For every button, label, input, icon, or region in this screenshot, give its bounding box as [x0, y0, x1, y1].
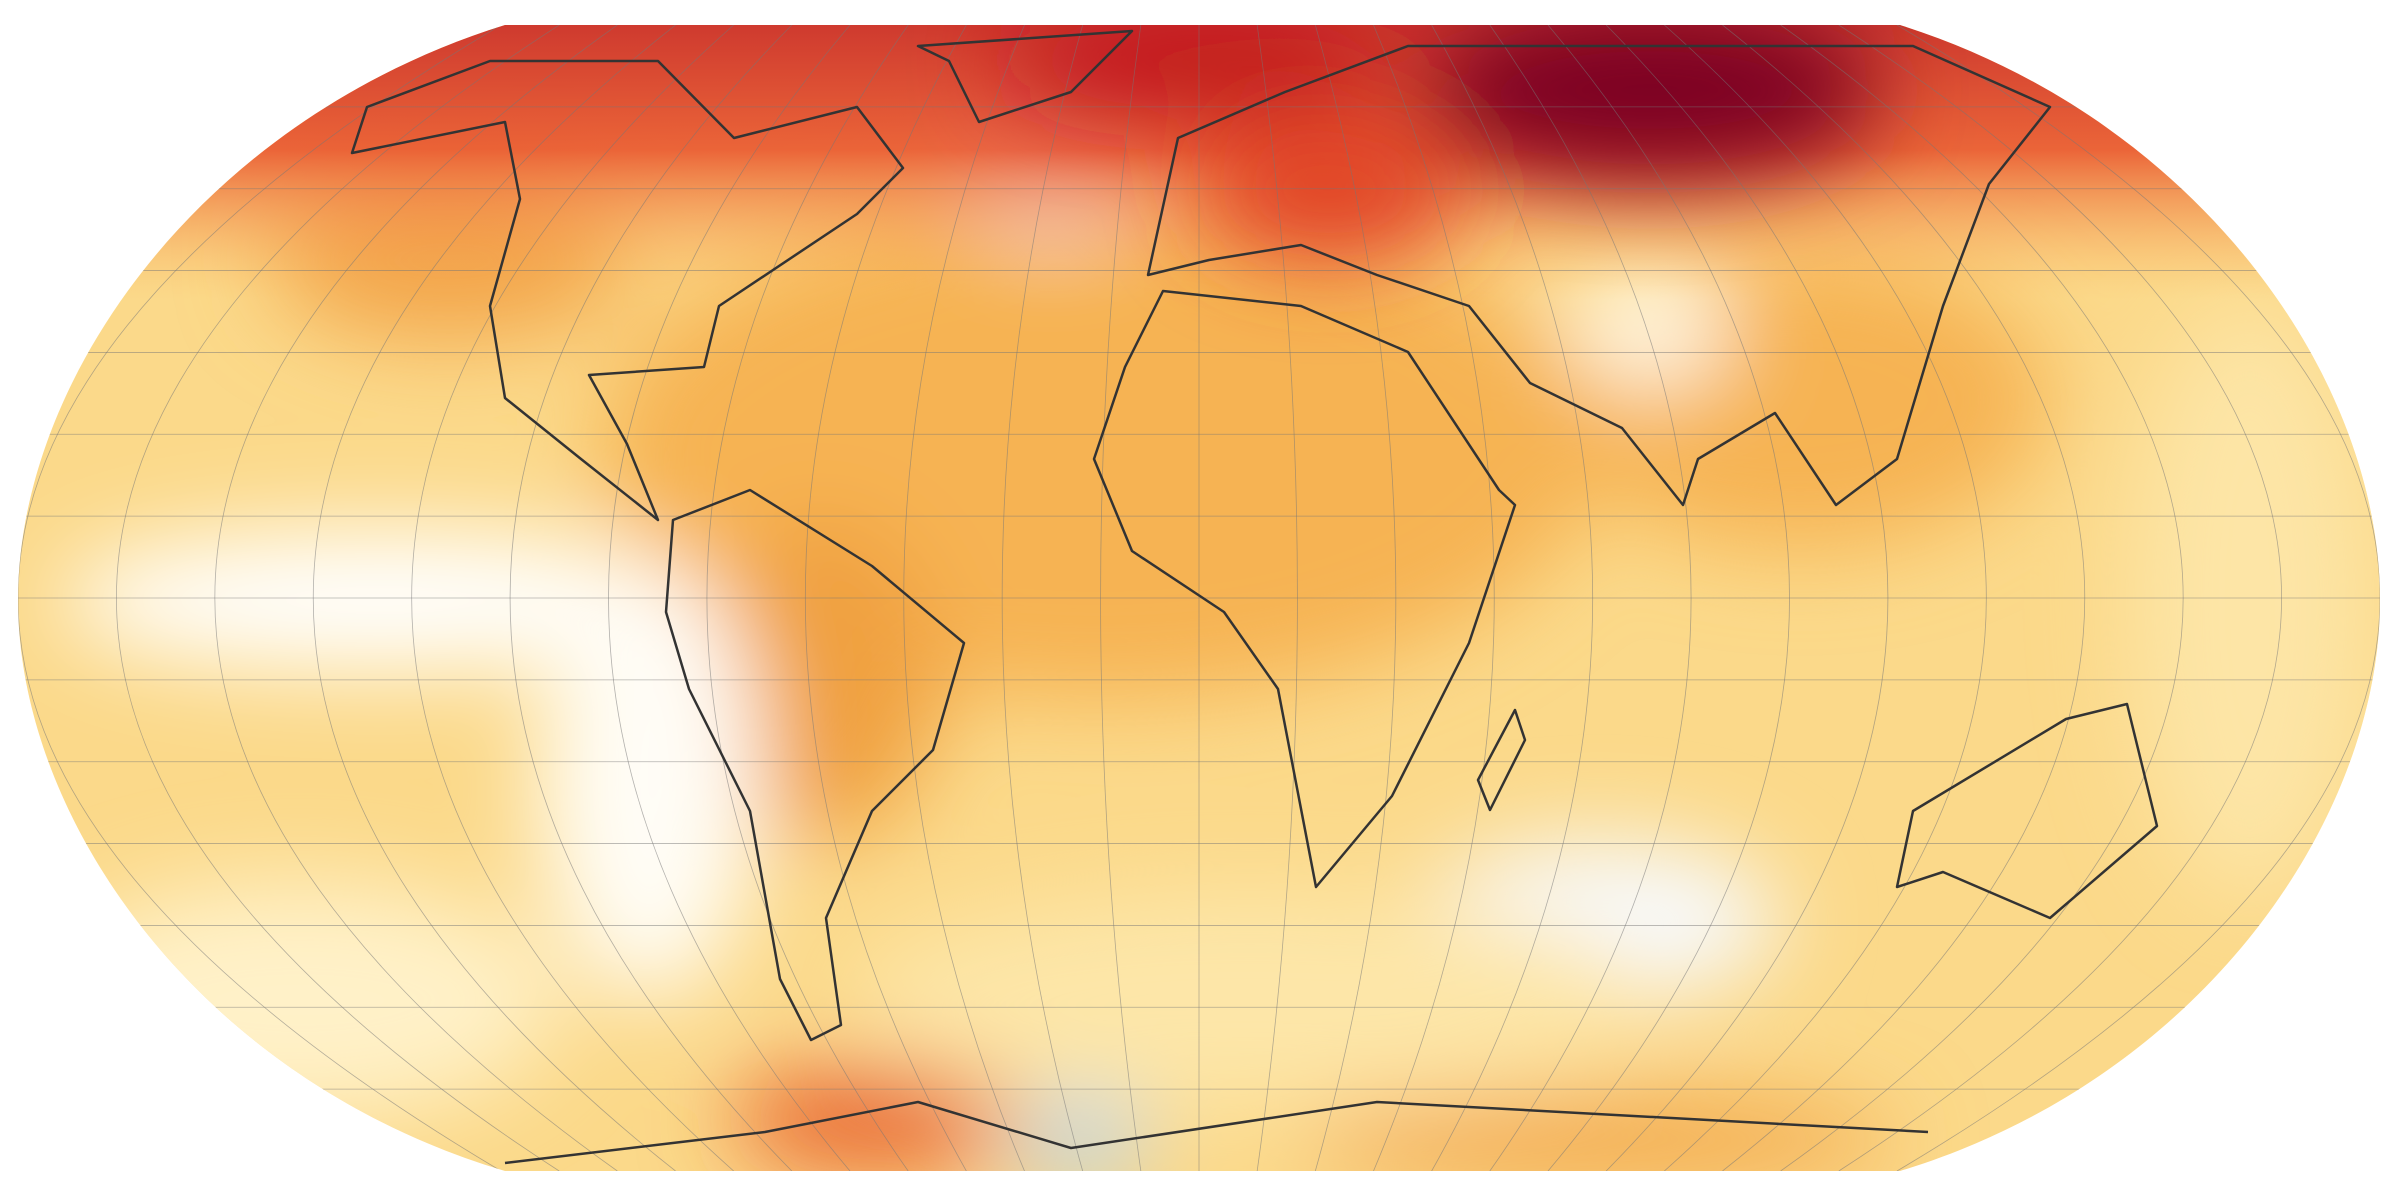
antarctica: [504, 1100, 1929, 1165]
eurasia: [1146, 44, 2052, 507]
madagascar: [1476, 708, 1527, 812]
coastlines: [350, 29, 2159, 1165]
meridian: [1896, 25, 2380, 1171]
greenland: [916, 29, 1134, 124]
south-america: [664, 488, 966, 1042]
north-america: [350, 59, 905, 522]
graticule: [18, 25, 2380, 1171]
meridian: [18, 25, 502, 1171]
australia: [1895, 702, 2159, 920]
africa: [1092, 289, 1517, 889]
